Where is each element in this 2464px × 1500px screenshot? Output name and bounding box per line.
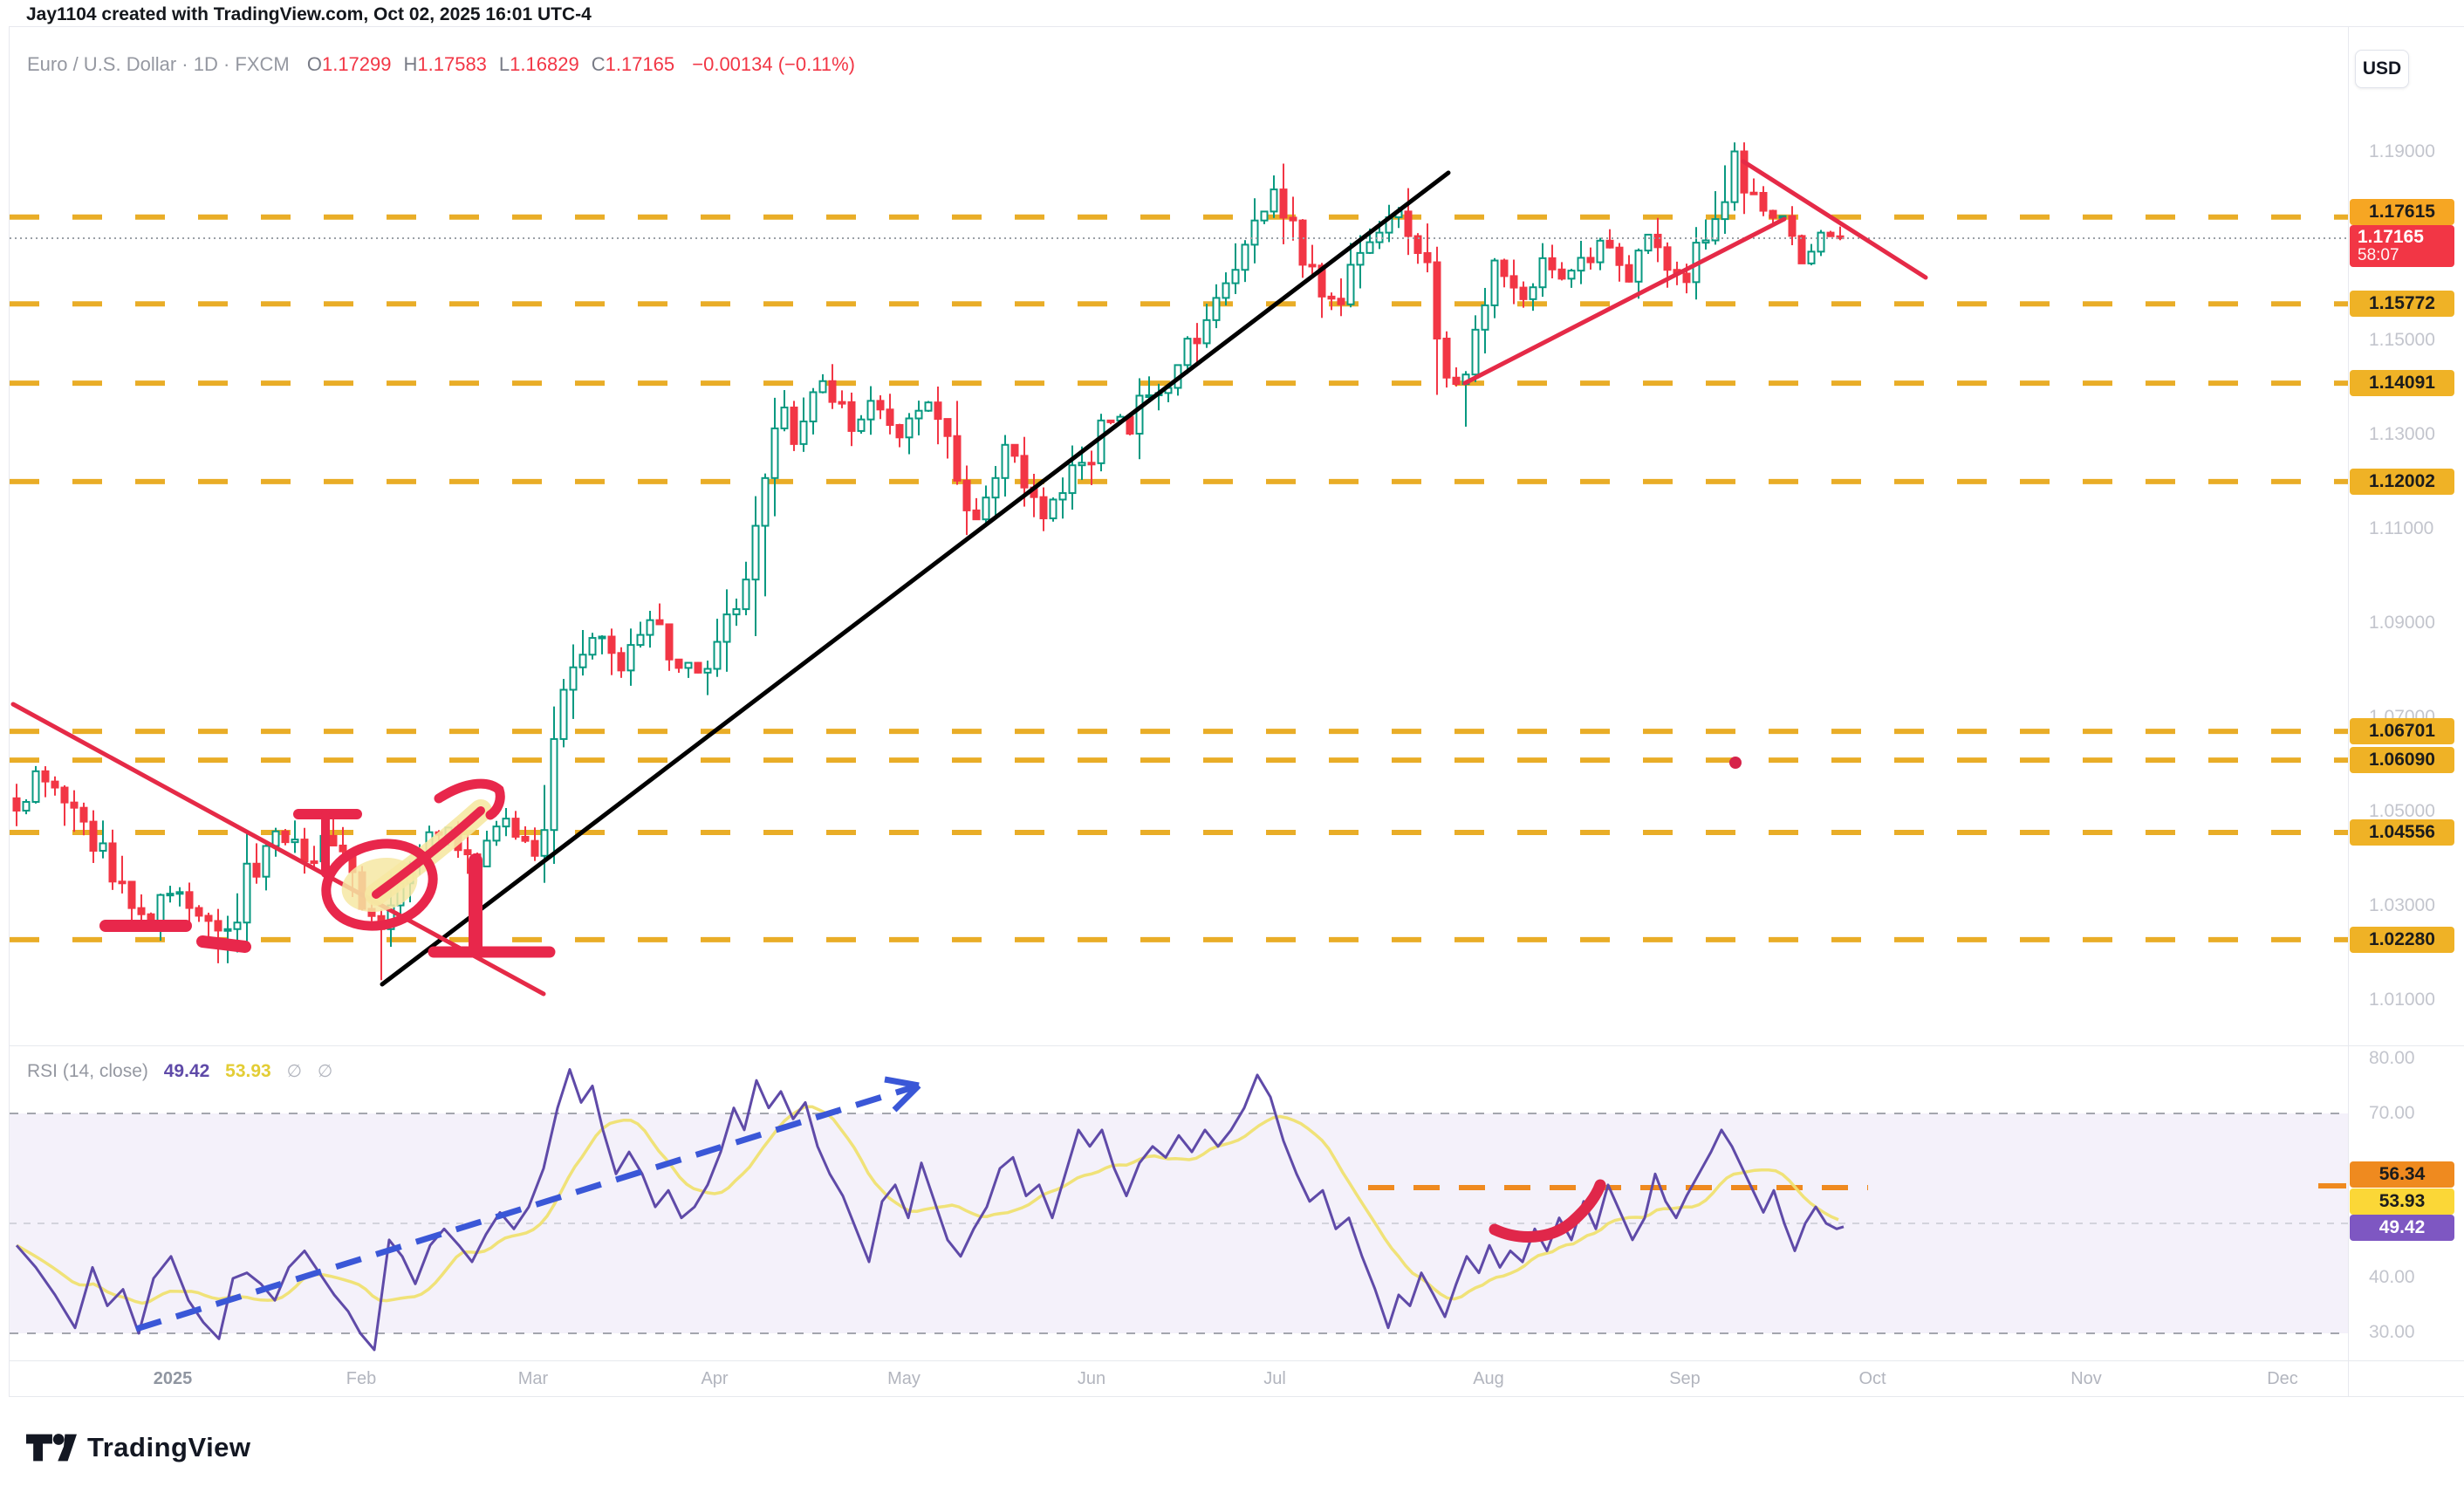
rsi-axis-tick: 30.00: [2369, 1322, 2415, 1342]
red-downtrend-right: [1741, 159, 1928, 280]
rsi-pane: [10, 1068, 2348, 1352]
rsi-blue-dashed-trendline: [134, 1082, 921, 1332]
price-level-label[interactable]: 1.14091: [2350, 370, 2454, 396]
price-level-label[interactable]: 1.15772: [2350, 291, 2454, 317]
symbol-status-line[interactable]: Euro / U.S. Dollar · 1D · FXCM O1.17299 H…: [27, 53, 855, 76]
candles[interactable]: [12, 142, 1845, 981]
price-level-label[interactable]: 1.06090: [2350, 747, 2454, 773]
ohlc-key: H: [403, 53, 418, 75]
symbol-title: Euro / U.S. Dollar · 1D · FXCM: [27, 53, 290, 75]
rsi-red-swoosh-annotation: [1489, 1179, 1606, 1243]
time-axis[interactable]: 2025 Feb Mar Apr May Jun Jul Aug Sep Oct Nov Dec: [10, 1360, 2464, 1397]
rsi-value-label: 53.93: [2350, 1188, 2454, 1215]
time-axis-month-label: Jul: [1263, 1369, 1286, 1388]
rsi-hidden-band-icon: ∅: [286, 1062, 302, 1081]
price-level-label[interactable]: 1.17615: [2350, 199, 2454, 225]
red-dot-annotation: [1729, 757, 1742, 769]
price-axis-tick: 1.15000: [2369, 330, 2435, 350]
rsi-status-line[interactable]: RSI (14, close) 49.42 53.93 ∅ ∅: [27, 1060, 332, 1082]
rsi-axis-tick: 70.00: [2369, 1103, 2415, 1123]
rsi-axis-tick: 40.00: [2369, 1267, 2415, 1287]
current-price-label: 1.17165 58:07: [2350, 225, 2454, 267]
time-axis-month-label: Nov: [2070, 1369, 2102, 1388]
support-resistance-lines: [10, 214, 2348, 942]
ohlc-key: O: [306, 53, 322, 75]
ohlc-values: O1.17299 H1.17583 L1.16829 C1.17165: [295, 53, 674, 75]
red-uptrend-right: [1462, 216, 1787, 386]
rsi-value-label: 49.42: [2350, 1215, 2454, 1241]
rsi-axis-tick: 80.00: [2369, 1048, 2415, 1068]
chart-widget: Euro / U.S. Dollar · 1D · FXCM O1.17299 H…: [9, 26, 2464, 1397]
time-axis-month-label: Jun: [1077, 1369, 1106, 1388]
ohlc-value: 1.17583: [417, 53, 487, 75]
price-level-label[interactable]: 1.02280: [2350, 927, 2454, 953]
tradingview-logo-text: TradingView: [87, 1432, 251, 1462]
ohlc-value: 1.17165: [605, 53, 675, 75]
rsi-ma-value: 53.93: [225, 1061, 271, 1081]
pane-separator-time: [10, 1360, 2464, 1361]
ohlc-value: 1.16829: [510, 53, 579, 75]
red-downtrend-left: [10, 702, 546, 997]
price-axis-tick: 1.05000: [2369, 801, 2435, 821]
time-axis-year-label: 2025: [153, 1369, 193, 1388]
trendlines: [10, 159, 1928, 997]
time-axis-month-label: Aug: [1473, 1369, 1504, 1388]
ohlc-key: L: [498, 53, 510, 75]
time-axis-month-label: Oct: [1858, 1369, 1886, 1388]
tradingview-logo-icon: [26, 1434, 77, 1462]
price-axis-tick: 1.19000: [2369, 141, 2435, 161]
rsi-value: 49.42: [163, 1061, 210, 1081]
price-axis-tick: 1.09000: [2369, 613, 2435, 633]
time-axis-month-label: Dec: [2267, 1369, 2298, 1388]
change-value: −0.00134 (−0.11%): [692, 53, 855, 75]
time-axis-month-label: Apr: [701, 1369, 729, 1388]
currency-toggle-button[interactable]: USD: [2355, 50, 2409, 88]
time-axis-month-label: May: [887, 1369, 921, 1388]
current-price-value: 1.17165: [2358, 227, 2424, 247]
black-uptrend: [380, 170, 1451, 987]
tradingview-footer: TradingView: [26, 1431, 251, 1464]
price-level-label[interactable]: 1.12002: [2350, 469, 2454, 495]
price-axis-tick: 1.01000: [2369, 990, 2435, 1010]
rsi-title: RSI (14, close): [27, 1061, 148, 1081]
rsi-value-label: 56.34: [2350, 1161, 2454, 1188]
price-axis-tick: 1.11000: [2369, 518, 2434, 538]
hand-drawn-annotations: [99, 757, 1742, 958]
time-axis-month-label: Sep: [1669, 1369, 1701, 1388]
axis-separator: [2348, 27, 2349, 1397]
ohlc-value: 1.17299: [321, 53, 392, 75]
ohlc-key: C: [591, 53, 606, 75]
price-axis-tick: 1.03000: [2369, 895, 2435, 915]
bar-countdown: 58:07: [2358, 246, 2399, 265]
time-axis-month-label: Mar: [517, 1369, 549, 1388]
price-axis-tick: 1.13000: [2369, 424, 2435, 444]
widget-bottom-border: [10, 1396, 2464, 1397]
price-level-label[interactable]: 1.04556: [2350, 819, 2454, 846]
price-level-label[interactable]: 1.06701: [2350, 718, 2454, 744]
time-axis-month-label: Feb: [346, 1369, 377, 1388]
attribution-text: Jay1104 created with TradingView.com, Oc…: [26, 4, 592, 24]
rsi-hidden-band-icon: ∅: [317, 1062, 333, 1081]
pane-separator-rsi: [10, 1045, 2464, 1046]
